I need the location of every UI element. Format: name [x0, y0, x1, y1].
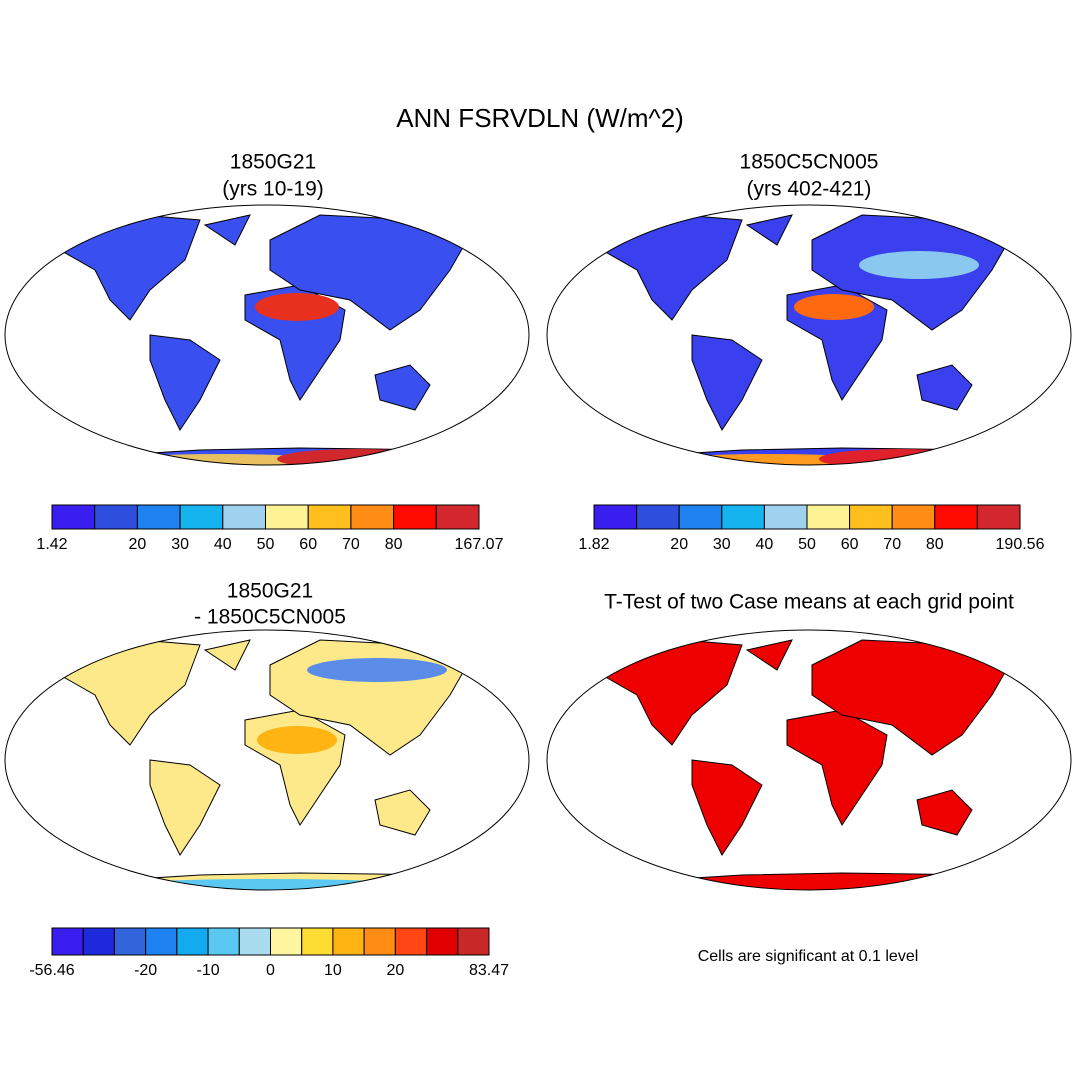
colorbar-label: 20: [670, 536, 688, 553]
colorbar-box: [51, 504, 96, 530]
colorbar-box: [265, 504, 309, 530]
colorbar-label: 83.47: [469, 962, 509, 979]
colorbar-box: [849, 504, 893, 530]
colorbar-label: 20: [386, 962, 404, 979]
panel-subtitle: (yrs 402-421): [747, 178, 872, 201]
colorbar-label: -20: [134, 962, 157, 979]
colorbar-label: 10: [324, 962, 342, 979]
panel-note: Cells are significant at 0.1 level: [698, 948, 919, 965]
colorbar-label: 190.56: [996, 536, 1045, 553]
figure-title: ANN FSRVDLN (W/m^2): [396, 103, 684, 133]
panel-subtitle: (yrs 10-19): [222, 178, 324, 201]
colorbar-box: [426, 927, 459, 956]
colorbar-label: 20: [129, 536, 147, 553]
colorbar-box: [678, 504, 723, 530]
colorbar-box: [393, 504, 437, 530]
colorbar-box: [145, 927, 178, 956]
colorbar-box: [82, 927, 115, 956]
colorbar-label: 50: [257, 536, 275, 553]
colorbar-box: [457, 927, 490, 956]
colorbar-box: [891, 504, 936, 530]
colorbar-box: [721, 504, 765, 530]
colorbar-label: 40: [756, 536, 774, 553]
colorbar-label: 30: [171, 536, 189, 553]
map: [546, 629, 1072, 891]
colorbar-box: [307, 504, 352, 530]
colorbar-label: -10: [197, 962, 220, 979]
panel-title: 1850C5CN005: [740, 151, 879, 174]
map: [546, 204, 1072, 466]
colorbar-label: 60: [841, 536, 859, 553]
colorbar-label: 1.42: [36, 536, 67, 553]
colorbar-label: 40: [214, 536, 232, 553]
colorbar-label: 80: [385, 536, 403, 553]
colorbar-label: 1.82: [578, 536, 609, 553]
colorbar-label: -56.46: [29, 962, 74, 979]
colorbar-label: 30: [713, 536, 731, 553]
colorbar-label: 50: [798, 536, 816, 553]
panel-title: 1850G21: [227, 580, 313, 603]
colorbar-box: [934, 504, 978, 530]
colorbar-box: [350, 504, 395, 530]
colorbar-label: 0: [266, 962, 275, 979]
colorbar-label: 60: [299, 536, 317, 553]
colorbar-box: [238, 927, 272, 956]
colorbar-box: [51, 927, 84, 956]
colorbar-box: [435, 504, 480, 530]
colorbar-box: [976, 504, 1021, 530]
colorbar-box: [301, 927, 334, 956]
colorbar-box: [332, 927, 365, 956]
colorbar-box: [394, 927, 428, 956]
colorbar-box: [176, 927, 209, 956]
colorbar-box: [113, 927, 147, 956]
colorbar-box: [593, 504, 638, 530]
panel-title: T-Test of two Case means at each grid po…: [604, 591, 1014, 614]
map: [4, 629, 530, 891]
colorbar-box: [763, 504, 808, 530]
colorbar-box: [270, 927, 303, 956]
colorbar-label: 167.07: [455, 536, 504, 553]
colorbar-label: 70: [342, 536, 360, 553]
colorbar-box: [363, 927, 396, 956]
colorbar-box: [179, 504, 224, 530]
colorbar-box: [136, 504, 181, 530]
panel-title: 1850G21: [230, 151, 316, 174]
colorbar-box: [207, 927, 240, 956]
colorbar-label: 70: [883, 536, 901, 553]
map: [4, 204, 530, 466]
colorbar-box: [806, 504, 851, 530]
colorbars: 1.42 20 30 40 50 60 70 80 167.07 1.82 20 30 40 50 60 70…: [29, 504, 1045, 979]
colorbar-box: [222, 504, 267, 530]
colorbar-box: [94, 504, 138, 530]
colorbar-box: [636, 504, 680, 530]
colorbar-label: 80: [926, 536, 944, 553]
panel-subtitle: - 1850C5CN005: [194, 606, 346, 629]
